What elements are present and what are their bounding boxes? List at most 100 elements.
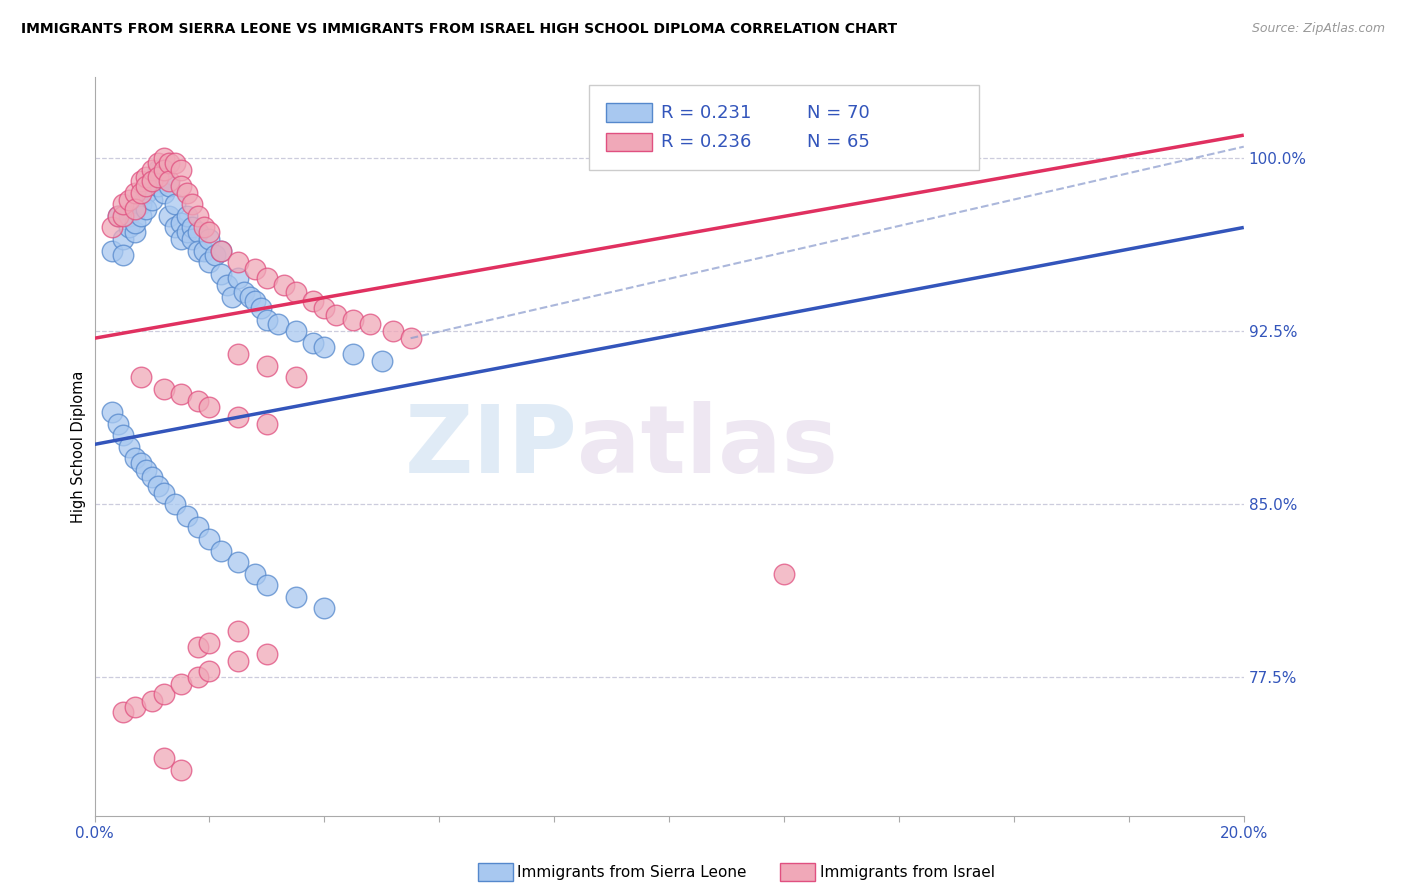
Point <box>152 751 174 765</box>
Point <box>371 354 394 368</box>
Point <box>112 197 135 211</box>
Point <box>124 202 146 216</box>
Point <box>129 186 152 200</box>
Point <box>204 248 226 262</box>
Point <box>146 479 169 493</box>
Point <box>118 209 141 223</box>
Point <box>209 267 232 281</box>
Point <box>152 162 174 177</box>
Point <box>135 178 157 193</box>
Point <box>198 232 221 246</box>
Point <box>256 578 278 592</box>
Point <box>176 508 198 523</box>
Point <box>226 347 249 361</box>
Point <box>256 648 278 662</box>
Point <box>187 244 209 258</box>
Point <box>302 294 325 309</box>
Point <box>284 285 307 299</box>
Point <box>181 232 204 246</box>
Text: IMMIGRANTS FROM SIERRA LEONE VS IMMIGRANTS FROM ISRAEL HIGH SCHOOL DIPLOMA CORRE: IMMIGRANTS FROM SIERRA LEONE VS IMMIGRAN… <box>21 22 897 37</box>
Point <box>107 209 129 223</box>
Point <box>198 255 221 269</box>
Bar <box>606 133 652 152</box>
Point <box>141 693 163 707</box>
Point <box>773 566 796 581</box>
Text: R = 0.236: R = 0.236 <box>661 133 751 151</box>
Point <box>226 409 249 424</box>
Point <box>141 174 163 188</box>
Point <box>215 278 238 293</box>
Point <box>107 209 129 223</box>
Point <box>170 232 193 246</box>
Point <box>193 244 215 258</box>
Point <box>152 687 174 701</box>
Point <box>187 670 209 684</box>
Point <box>198 636 221 650</box>
Point <box>239 290 262 304</box>
Point <box>170 162 193 177</box>
Point <box>359 318 381 332</box>
Point <box>107 417 129 431</box>
Point <box>157 156 180 170</box>
Point <box>256 271 278 285</box>
Point <box>314 601 336 615</box>
Point <box>129 370 152 384</box>
Point <box>226 555 249 569</box>
Text: N = 65: N = 65 <box>807 133 870 151</box>
Point <box>187 393 209 408</box>
Point <box>256 359 278 373</box>
Point <box>101 405 124 419</box>
Text: N = 70: N = 70 <box>807 103 870 121</box>
Point <box>152 151 174 165</box>
Point <box>141 174 163 188</box>
Point <box>124 700 146 714</box>
Point <box>152 169 174 184</box>
Point <box>141 469 163 483</box>
Point <box>233 285 256 299</box>
Text: atlas: atlas <box>578 401 838 492</box>
Point <box>170 216 193 230</box>
Point <box>135 186 157 200</box>
Point <box>198 401 221 415</box>
FancyBboxPatch shape <box>589 85 980 169</box>
Point <box>302 335 325 350</box>
Point <box>273 278 295 293</box>
Point <box>146 169 169 184</box>
Text: Source: ZipAtlas.com: Source: ZipAtlas.com <box>1251 22 1385 36</box>
Point <box>152 485 174 500</box>
Point <box>112 705 135 719</box>
Text: ZIP: ZIP <box>405 401 578 492</box>
Point <box>176 209 198 223</box>
Point <box>267 318 290 332</box>
Point <box>245 566 267 581</box>
Point <box>399 331 422 345</box>
Point <box>325 308 347 322</box>
Point <box>250 301 273 316</box>
Point <box>209 244 232 258</box>
Point <box>163 220 186 235</box>
Point <box>342 312 364 326</box>
Point <box>198 225 221 239</box>
Point <box>146 162 169 177</box>
Point <box>135 463 157 477</box>
Point <box>118 193 141 207</box>
Point <box>135 202 157 216</box>
Point <box>187 209 209 223</box>
Point <box>157 178 180 193</box>
Point <box>152 186 174 200</box>
Point <box>314 301 336 316</box>
Bar <box>606 103 652 121</box>
Point <box>314 341 336 355</box>
Point <box>170 178 193 193</box>
Point <box>382 324 405 338</box>
Point <box>187 225 209 239</box>
Point <box>284 370 307 384</box>
Point <box>135 169 157 184</box>
Point <box>170 763 193 777</box>
Text: Immigrants from Israel: Immigrants from Israel <box>820 865 994 880</box>
Point <box>226 654 249 668</box>
Point <box>176 225 198 239</box>
Point <box>101 244 124 258</box>
Point <box>112 428 135 442</box>
Point <box>284 590 307 604</box>
